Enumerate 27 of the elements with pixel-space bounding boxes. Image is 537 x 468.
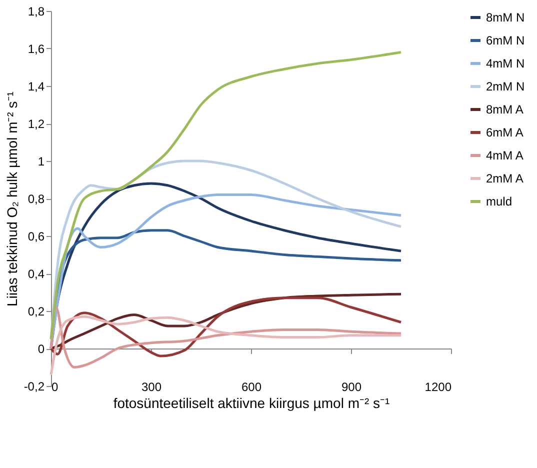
y-axis-title: Liias tekkinud O₂ hulk µmol m⁻² s⁻¹ (4, 91, 20, 306)
x-tick-label: 900 (341, 380, 362, 394)
y-tick-label: 1,4 (28, 80, 45, 94)
y-tick-label: 1,8 (28, 4, 45, 18)
legend-label: 4mM N (486, 56, 525, 70)
x-axis-title: fotosünteetiliselt aktiivne kiirgus µmol m⁻² s⁻¹ (113, 395, 390, 411)
legend-label: 8mM A (486, 102, 524, 116)
y-tick-label: 0,8 (28, 192, 45, 206)
y-tick-label: 1,6 (28, 42, 45, 56)
legend-label: 4mM A (486, 148, 524, 162)
legend-label: 6mM N (486, 34, 525, 48)
legend-label: 8mM N (486, 10, 525, 24)
y-tick-label: 0,6 (28, 230, 45, 244)
y-tick-label: 0,2 (28, 304, 45, 318)
legend-label: 6mM A (486, 126, 524, 140)
legend-label: muld (486, 194, 512, 208)
y-tick-label: 0 (38, 342, 45, 356)
legend-label: 2mM N (486, 80, 525, 94)
x-tick-label: 600 (241, 380, 262, 394)
x-tick-label: 300 (141, 380, 162, 394)
y-tick-label: 1,2 (28, 117, 45, 131)
y-tick-label: -0,2 (24, 380, 45, 394)
y-tick-label: 0,4 (28, 267, 45, 281)
y-tick-label: 1 (38, 154, 45, 168)
x-tick-label: 1200 (424, 380, 452, 394)
x-tick-label: 0 (52, 380, 58, 394)
legend-label: 2mM A (486, 172, 524, 186)
